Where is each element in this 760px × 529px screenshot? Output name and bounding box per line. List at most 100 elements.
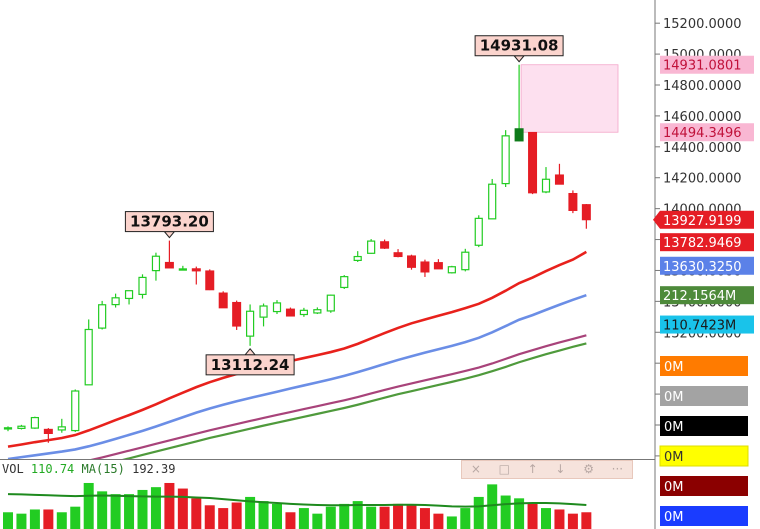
- callout-text: 14931.08: [480, 37, 559, 55]
- candle: [124, 290, 134, 305]
- price-tag-bg: [660, 55, 754, 74]
- candle: [367, 239, 376, 254]
- volume-bar: [473, 496, 484, 529]
- price-plot-area: [3, 64, 619, 459]
- candle-body: [164, 261, 174, 269]
- candle: [501, 130, 510, 187]
- maximize-icon[interactable]: □: [498, 462, 510, 476]
- swing-low-callout: 13112.24: [205, 348, 295, 376]
- candle: [246, 304, 255, 346]
- candle-body: [514, 128, 524, 142]
- candle: [205, 269, 215, 291]
- candle: [514, 64, 524, 142]
- value-tag: 0M: [660, 476, 748, 496]
- candle: [3, 426, 13, 432]
- candle-body: [138, 276, 147, 296]
- candle: [461, 248, 470, 272]
- settings-icon[interactable]: ⚙: [583, 462, 594, 476]
- volume-bar: [3, 512, 13, 529]
- volume-bar: [231, 502, 242, 529]
- callout-box: [205, 354, 295, 376]
- candle: [528, 131, 538, 195]
- volume-bar: [500, 495, 511, 529]
- price-tag-bg: [660, 233, 754, 252]
- price-tag: 14931.0801: [660, 55, 754, 74]
- volume-legend: VOL 110.74 MA(15) 192.39: [2, 462, 175, 476]
- callout-pointer: [244, 348, 257, 356]
- price-tag: 110.7423M: [660, 315, 754, 334]
- volume-bar: [272, 503, 282, 529]
- volume-bar: [446, 516, 457, 529]
- candle-body: [232, 301, 242, 327]
- candle-body: [259, 305, 268, 318]
- candle-body: [218, 292, 228, 309]
- price-tag-text: 13927.9199: [663, 214, 742, 229]
- volume-bar: [393, 503, 404, 529]
- candle: [420, 259, 430, 277]
- candle-body: [285, 308, 295, 317]
- close-icon[interactable]: ×: [470, 462, 481, 476]
- candle: [232, 300, 242, 330]
- price-tag: 13782.9469: [660, 233, 754, 252]
- candle: [17, 424, 26, 430]
- candle: [299, 307, 308, 317]
- volume-bar: [70, 506, 81, 529]
- price-tick-label: 14400.0000: [663, 141, 742, 156]
- more-icon[interactable]: ···: [611, 462, 624, 476]
- candle: [218, 291, 228, 309]
- price-tick-label: 14600.0000: [663, 110, 742, 125]
- volume-bar: [218, 508, 229, 529]
- volume-ma-label: MA(15): [81, 462, 125, 476]
- volume-bar: [110, 494, 121, 529]
- candle-body: [581, 204, 591, 221]
- candle: [353, 251, 362, 262]
- volume-bar: [204, 505, 215, 529]
- volume-bar: [433, 513, 444, 529]
- candle: [138, 274, 147, 299]
- value-tag-bg: [660, 356, 748, 376]
- volume-bar: [177, 488, 188, 529]
- candle-body: [353, 255, 362, 262]
- candle: [393, 249, 403, 258]
- candle: [340, 275, 349, 289]
- highlight-zone: [520, 64, 619, 133]
- volume-bar: [43, 509, 54, 529]
- candle-body: [191, 268, 201, 272]
- candle-body: [488, 183, 497, 220]
- candle-body: [407, 255, 416, 268]
- volume-bar: [352, 501, 363, 529]
- volume-bar: [567, 513, 578, 529]
- swing-high-callout: 13793.20: [124, 211, 214, 239]
- candle: [111, 293, 120, 308]
- candle: [581, 204, 591, 229]
- price-tick-label: 14800.0000: [663, 79, 742, 94]
- volume-bar: [312, 513, 323, 529]
- candle: [447, 265, 456, 274]
- price-tag-text: 13782.9469: [663, 236, 742, 251]
- volume-bar: [285, 512, 296, 529]
- candle: [407, 254, 416, 270]
- candle: [57, 418, 66, 433]
- value-tag-bg: [659, 445, 749, 467]
- price-tick-label: 14200.0000: [663, 172, 742, 187]
- volume-bar: [325, 506, 336, 529]
- volume-ma-line: [7, 493, 587, 508]
- volume-bar: [56, 512, 67, 529]
- moving-average-line-1: [7, 293, 587, 459]
- candle-body: [380, 241, 390, 249]
- volume-bar: [137, 489, 148, 529]
- candle-body: [43, 428, 53, 434]
- candle-body: [541, 178, 551, 193]
- candle: [474, 215, 483, 248]
- arrow-down-icon[interactable]: ↓: [555, 462, 566, 476]
- value-tag: 0M: [660, 386, 748, 406]
- candle-body: [84, 328, 93, 386]
- volume-ma-value: 192.39: [132, 462, 176, 476]
- callout-pointer: [513, 55, 526, 63]
- arrow-up-icon[interactable]: ↑: [527, 462, 538, 476]
- price-tag-bg: [660, 123, 754, 142]
- candle-body: [367, 240, 376, 254]
- volume-bar: [379, 506, 390, 529]
